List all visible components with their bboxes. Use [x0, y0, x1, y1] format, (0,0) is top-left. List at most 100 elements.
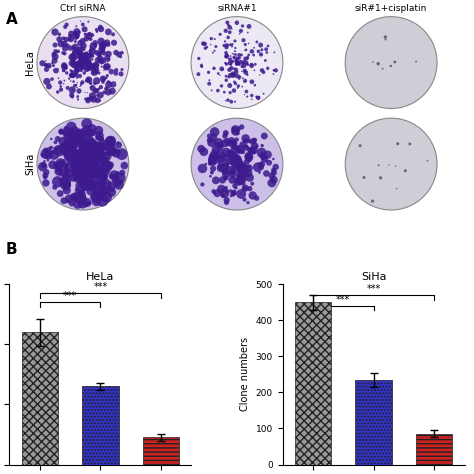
- Point: [220, 42, 228, 49]
- Point: [81, 162, 88, 170]
- Point: [75, 60, 83, 67]
- Point: [241, 67, 248, 74]
- Point: [75, 131, 83, 138]
- Point: [212, 43, 220, 50]
- Point: [39, 163, 46, 171]
- Point: [81, 159, 89, 166]
- Point: [229, 70, 237, 78]
- Point: [112, 66, 120, 74]
- Point: [79, 127, 87, 134]
- Point: [62, 181, 69, 188]
- Point: [76, 62, 84, 69]
- Point: [93, 26, 100, 34]
- Point: [105, 81, 112, 89]
- Point: [270, 169, 278, 176]
- Point: [230, 158, 238, 165]
- Point: [68, 60, 76, 68]
- Point: [68, 145, 76, 152]
- Point: [115, 181, 122, 188]
- Point: [211, 128, 219, 136]
- Point: [84, 97, 92, 104]
- Point: [91, 39, 99, 46]
- Ellipse shape: [345, 118, 437, 210]
- Point: [228, 55, 235, 62]
- Point: [75, 171, 82, 179]
- Point: [97, 144, 105, 151]
- Point: [79, 59, 87, 67]
- Point: [81, 56, 89, 64]
- Point: [237, 51, 245, 59]
- Point: [260, 154, 267, 161]
- Point: [103, 63, 111, 71]
- Point: [227, 72, 234, 79]
- Point: [239, 174, 247, 182]
- Point: [255, 94, 262, 102]
- Point: [79, 143, 87, 151]
- Point: [80, 165, 88, 173]
- Point: [88, 47, 96, 55]
- Point: [79, 130, 87, 137]
- Point: [73, 67, 80, 74]
- Point: [228, 41, 236, 48]
- Point: [60, 42, 67, 49]
- Point: [91, 68, 98, 76]
- Point: [229, 190, 237, 197]
- Text: B: B: [6, 242, 18, 257]
- Point: [258, 150, 266, 157]
- Point: [72, 166, 80, 173]
- Point: [72, 38, 79, 46]
- Point: [205, 80, 213, 88]
- Point: [233, 160, 241, 168]
- Point: [68, 93, 76, 100]
- Point: [97, 83, 105, 91]
- Point: [58, 160, 66, 168]
- Point: [81, 182, 89, 189]
- Point: [208, 139, 215, 146]
- Text: ***: ***: [336, 295, 350, 305]
- Point: [71, 82, 79, 90]
- Point: [232, 55, 239, 63]
- Point: [74, 173, 82, 181]
- Point: [244, 29, 252, 36]
- Point: [70, 78, 77, 85]
- Point: [243, 59, 250, 66]
- Point: [229, 72, 237, 79]
- Point: [110, 172, 118, 179]
- Point: [81, 129, 88, 137]
- Point: [198, 62, 205, 70]
- Point: [234, 144, 242, 152]
- Point: [256, 71, 264, 79]
- Point: [44, 152, 52, 159]
- Point: [76, 158, 84, 165]
- Point: [198, 63, 206, 71]
- Point: [80, 165, 88, 173]
- Point: [80, 193, 88, 201]
- Bar: [143, 438, 179, 465]
- Point: [74, 151, 82, 159]
- Point: [202, 160, 210, 168]
- Point: [89, 84, 97, 92]
- Ellipse shape: [345, 17, 437, 109]
- Bar: [356, 380, 392, 465]
- Point: [104, 48, 111, 56]
- Point: [91, 40, 99, 48]
- Point: [66, 32, 74, 40]
- Point: [241, 184, 249, 192]
- Point: [231, 182, 238, 190]
- Point: [81, 56, 88, 64]
- Point: [98, 187, 105, 195]
- Point: [89, 92, 96, 100]
- Point: [73, 167, 80, 174]
- Point: [87, 80, 94, 87]
- Point: [55, 168, 63, 175]
- Point: [227, 41, 234, 48]
- Point: [251, 61, 259, 68]
- Point: [60, 62, 68, 69]
- Point: [90, 149, 97, 156]
- Point: [231, 159, 238, 166]
- Point: [73, 186, 81, 194]
- Point: [86, 57, 93, 65]
- Point: [63, 137, 70, 145]
- Point: [209, 156, 216, 164]
- Point: [89, 182, 96, 190]
